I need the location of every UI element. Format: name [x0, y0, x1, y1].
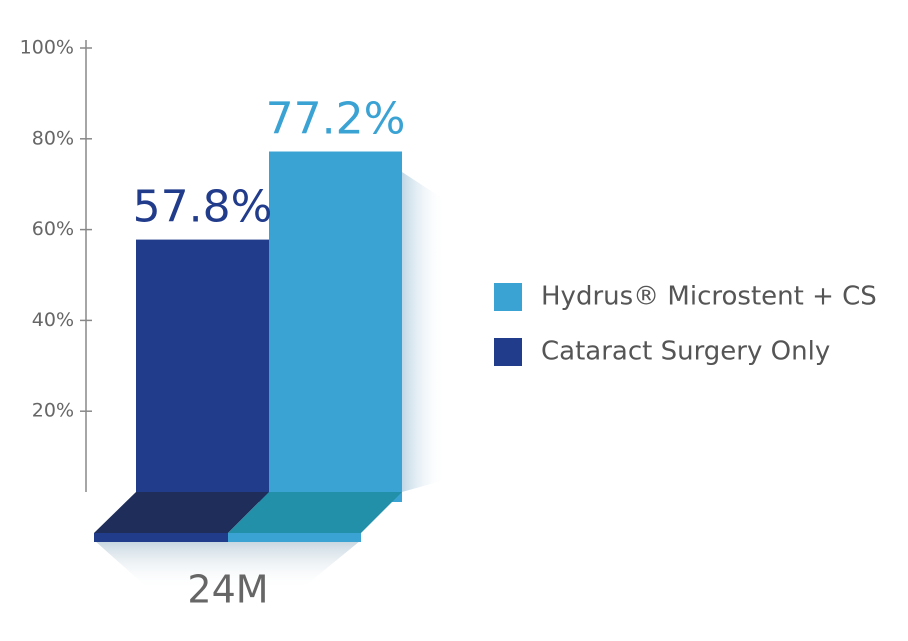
- bar: [136, 239, 269, 502]
- legend-swatch: [494, 283, 522, 311]
- value-label: 77.2%: [266, 94, 406, 145]
- platform: [94, 492, 402, 542]
- legend-label: Cataract Surgery Only: [541, 337, 830, 367]
- legend-label: Hydrus® Microstent + CS: [541, 282, 877, 312]
- y-tick-label: 20%: [32, 400, 74, 422]
- value-label: 57.8%: [133, 182, 273, 233]
- y-tick-label: 100%: [20, 37, 74, 59]
- y-tick-label: 40%: [32, 309, 74, 331]
- legend-swatch: [494, 338, 522, 366]
- x-tick-label: 24M: [187, 568, 268, 612]
- y-tick-label: 80%: [32, 127, 74, 149]
- y-tick-label: 60%: [32, 218, 74, 240]
- bar: [269, 151, 402, 502]
- shadow: [95, 172, 445, 590]
